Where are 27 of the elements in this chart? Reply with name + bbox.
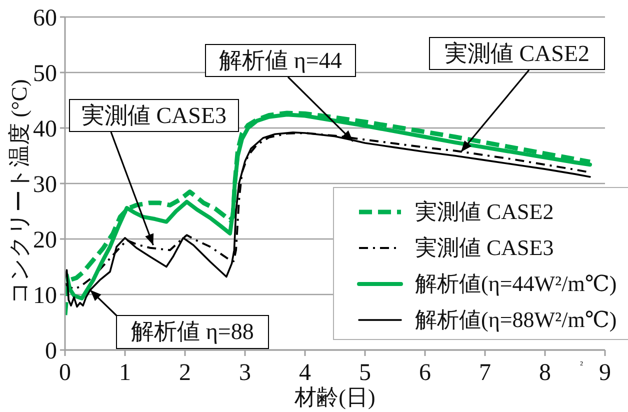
legend-label: 実測値 CASE2 bbox=[415, 198, 554, 226]
y-tick-label: 20 bbox=[33, 228, 57, 254]
x-tick-label: 6 bbox=[419, 360, 431, 386]
x-tick-label: 1 bbox=[119, 360, 131, 386]
annotation: 解析値 η=44 bbox=[205, 44, 356, 77]
annotation: 解析値 η=88 bbox=[116, 315, 269, 349]
x-tick-label: 3 bbox=[239, 360, 251, 386]
legend-label: 解析値(η=88W²/m℃) bbox=[415, 306, 617, 334]
y-axis-title: コンクリート温度 (°C) bbox=[6, 79, 32, 304]
x-tick-label: 7 bbox=[479, 360, 491, 386]
x-tick-label: 4 bbox=[299, 360, 311, 386]
y-tick-label: 10 bbox=[33, 283, 57, 310]
y-tick-label: 0 bbox=[45, 338, 57, 365]
text: ² bbox=[580, 360, 583, 372]
x-tick-label: 8 bbox=[539, 360, 551, 386]
y-tick-label: 40 bbox=[33, 116, 57, 143]
y-tick-label: 50 bbox=[33, 61, 57, 88]
x-tick-label: 2 bbox=[179, 360, 191, 386]
y-tick-label: 60 bbox=[33, 6, 57, 32]
x-axis-title: 材齢(日) bbox=[294, 384, 376, 410]
y-tick-label: 30 bbox=[33, 172, 57, 198]
x-tick-label: 9 bbox=[599, 360, 611, 386]
legend-label: 解析値(η=44W²/m℃) bbox=[415, 270, 617, 298]
legend-label: 実測値 CASE3 bbox=[415, 234, 554, 262]
x-tick-label: 5 bbox=[359, 360, 371, 386]
annotation: 実測値 CASE3 bbox=[69, 99, 239, 132]
annotation: 実測値 CASE2 bbox=[429, 37, 605, 70]
